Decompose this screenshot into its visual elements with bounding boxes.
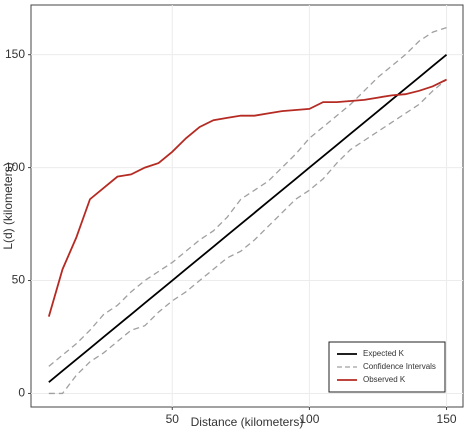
legend-label: Confidence Intervals [363, 362, 436, 371]
y-tick-label: 100 [5, 160, 25, 174]
y-axis-label: L(d) (kilometers) [1, 162, 15, 249]
y-tick-label: 50 [12, 273, 26, 287]
y-tick-label: 150 [5, 47, 25, 61]
plot-frame [30, 4, 464, 408]
series-line [47, 78, 447, 317]
series-line [48, 26, 447, 367]
x-tick-label: 50 [166, 412, 180, 426]
x-axis-label: Distance (kilometers) [191, 415, 304, 429]
legend-label: Observed K [363, 375, 406, 384]
series-line-lower [48, 79, 447, 395]
series-line [48, 53, 448, 383]
y-tick-label: 0 [18, 386, 25, 400]
x-tick-label: 150 [437, 412, 457, 426]
legend-label: Expected K [363, 349, 405, 358]
x-tick-label: 100 [299, 412, 319, 426]
